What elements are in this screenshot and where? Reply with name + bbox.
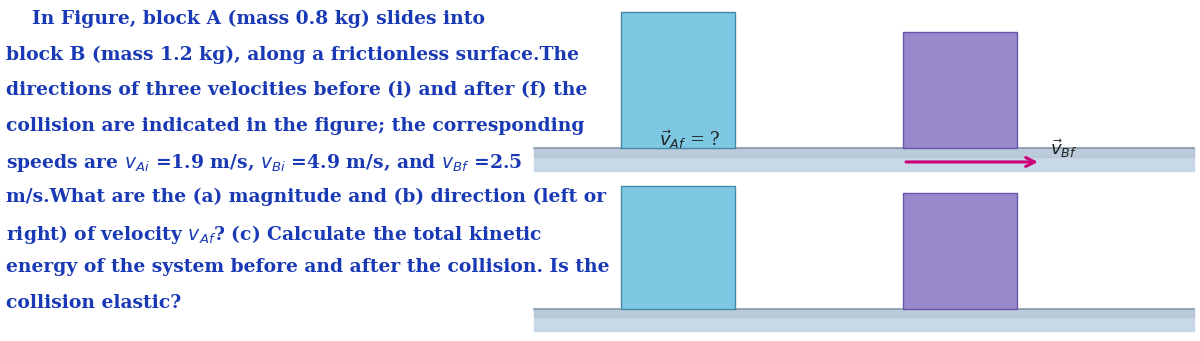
Text: m/s.What are the (a) magnitude and (b) direction (left or: m/s.What are the (a) magnitude and (b) d… xyxy=(6,188,606,206)
Bar xyxy=(622,12,734,148)
Text: $\vec{v}_{Bf}$: $\vec{v}_{Bf}$ xyxy=(1050,137,1078,160)
Text: block B (mass 1.2 kg), along a frictionless surface.The: block B (mass 1.2 kg), along a frictionl… xyxy=(6,46,580,64)
Text: collision are indicated in the figure; the corresponding: collision are indicated in the figure; t… xyxy=(6,117,584,135)
Bar xyxy=(534,148,1194,157)
Bar xyxy=(534,309,1194,331)
Bar xyxy=(534,309,1194,317)
Bar xyxy=(904,32,1018,148)
Bar xyxy=(622,186,734,309)
Text: In Figure, block A (mass 0.8 kg) slides into: In Figure, block A (mass 0.8 kg) slides … xyxy=(6,10,485,29)
Text: $\vec{v}_{Af}$ = ?: $\vec{v}_{Af}$ = ? xyxy=(659,128,721,151)
Text: energy of the system before and after the collision. Is the: energy of the system before and after th… xyxy=(6,258,610,277)
Text: collision elastic?: collision elastic? xyxy=(6,294,181,312)
Bar xyxy=(904,193,1018,309)
Text: directions of three velocities before (i) and after (f) the: directions of three velocities before (i… xyxy=(6,81,587,99)
Bar xyxy=(534,148,1194,170)
Text: speeds are $v_{Ai}$ =1.9 m/s, $v_{Bi}$ =4.9 m/s, and $v_{Bf}$ =2.5: speeds are $v_{Ai}$ =1.9 m/s, $v_{Bi}$ =… xyxy=(6,152,522,174)
Text: right) of velocity $v_{Af}$? (c) Calculate the total kinetic: right) of velocity $v_{Af}$? (c) Calcula… xyxy=(6,223,542,246)
